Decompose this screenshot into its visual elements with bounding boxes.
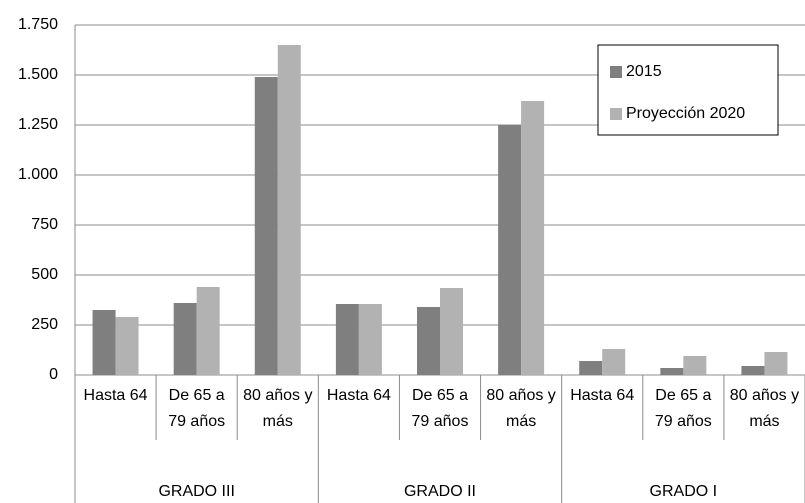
bar [173,303,197,375]
x-tick-label: 80 años y más [729,387,800,430]
bar [196,287,220,375]
bar [521,101,545,375]
x-tick-label: Hasta 64 [570,387,635,404]
x-tick-label: 80 años y más [486,387,556,430]
x-tick-label: De 65 a 79 años [168,387,226,430]
y-tick-label: 250 [31,316,58,333]
legend-swatch [610,108,622,120]
bar [498,125,522,375]
bar [683,356,707,375]
bar [602,349,626,375]
y-tick-label: 750 [31,216,58,233]
bar [277,45,301,375]
y-tick-label: 1.250 [18,116,58,133]
bar [417,307,440,375]
bar [254,77,278,375]
y-tick-label: 0 [49,366,58,383]
x-tick-label: De 65 a 79 años [654,387,712,430]
bar [358,304,382,375]
y-tick-label: 500 [31,266,58,283]
x-tick-label: Hasta 64 [326,387,391,404]
group-label: GRADO II [404,483,476,500]
bar [92,310,116,375]
group-label: GRADO III [158,483,234,500]
legend-swatch [610,66,622,78]
legend-label: 2015 [626,63,662,80]
legend-box [597,44,779,136]
y-tick-label: 1.500 [18,66,58,83]
x-tick-label: Hasta 64 [83,387,148,404]
y-tick-label: 1.750 [18,16,58,33]
bar [579,361,603,375]
bar [660,368,684,375]
x-tick-label: De 65 a 79 años [411,387,469,430]
bar [335,304,359,375]
bar [741,366,765,375]
x-tick-label: 80 años y más [243,387,313,430]
bar [764,352,788,375]
y-tick-label: 1.000 [18,166,58,183]
legend-label: Proyección 2020 [626,105,745,122]
bar [115,317,139,375]
group-label: GRADO I [650,483,718,500]
bar [440,288,463,375]
